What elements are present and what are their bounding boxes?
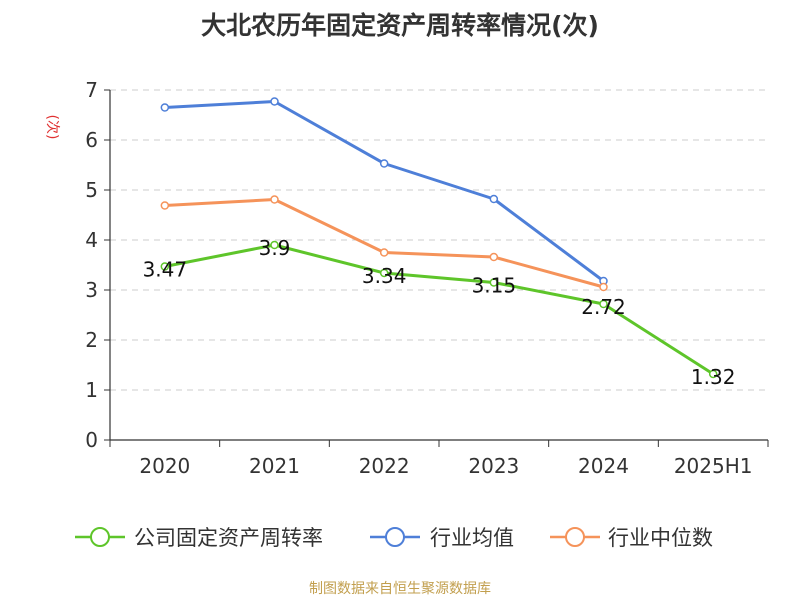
data-point [379,268,389,278]
data-label: 2.72 [581,295,626,319]
legend-label: 公司固定资产周转率 [134,526,323,550]
data-point [160,201,170,210]
data-point [708,369,718,379]
y-tick-label: 0 [85,428,98,452]
y-tick-label: 7 [85,78,98,102]
y-tick-label: 4 [85,228,98,252]
data-point [379,159,389,168]
series-line-0 [164,243,714,376]
x-tick-label: 2023 [468,454,519,478]
y-tick-label: 6 [85,128,98,152]
data-point [270,240,279,250]
chart-title: 大北农历年固定资产周转率情况(次) [201,11,599,40]
data-point [599,282,608,292]
legend-marker [565,527,585,547]
data-label: 1.32 [691,365,736,389]
data-label: 3.34 [362,264,407,288]
data-point [270,97,279,106]
data-point [160,103,170,112]
legend-label: 行业均值 [430,526,514,550]
data-point [379,248,389,257]
legend-marker [90,527,110,547]
data-point [599,299,608,309]
data-label: 3.9 [259,236,291,260]
data-point [270,195,279,204]
legend-marker [385,527,405,547]
data-point [489,278,499,287]
data-label: 3.47 [143,258,188,282]
x-tick-label: 2025H1 [674,454,753,478]
x-tick-label: 2021 [249,454,300,478]
data-point [160,262,170,271]
x-tick-label: 2020 [139,454,190,478]
y-tick-label: 2 [85,328,98,352]
x-tick-label: 2024 [578,454,629,478]
y-tick-label: 1 [85,378,98,402]
data-label: 3.15 [472,274,517,298]
y-tick-label: 3 [85,278,98,302]
legend-label: 行业中位数 [608,526,713,550]
data-point [489,194,499,204]
source-note: 制图数据来自恒生聚源数据库 [309,581,491,597]
data-point [489,252,499,262]
x-tick-label: 2022 [359,454,410,478]
y-axis-label: (次) [44,115,60,140]
y-tick-label: 5 [85,178,98,202]
